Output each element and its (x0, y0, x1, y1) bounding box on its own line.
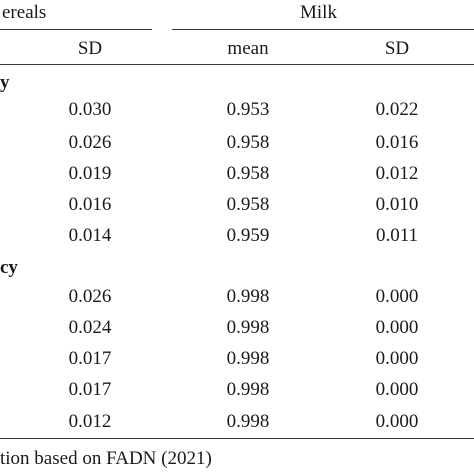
bottom-rule (0, 438, 474, 439)
col-header-mean-milk: mean (227, 38, 269, 59)
cell-sd-cereals: 0.012 (68, 411, 112, 432)
cell-sd-milk: 0.010 (375, 194, 419, 215)
group-header-milk: Milk (300, 2, 337, 23)
cell-mean-milk: 0.998 (226, 348, 270, 369)
cell-sd-cereals: 0.014 (68, 225, 112, 246)
cell-mean-milk: 0.998 (226, 317, 270, 338)
cell-sd-milk: 0.000 (375, 286, 419, 307)
col-header-sd-milk: SD (384, 38, 410, 59)
cell-sd-cereals: 0.019 (68, 163, 112, 184)
cell-mean-milk: 0.959 (226, 225, 270, 246)
source-footnote: tion based on FADN (2021) (0, 448, 212, 469)
cell-mean-milk: 0.998 (226, 379, 270, 400)
cell-sd-cereals: 0.017 (68, 348, 112, 369)
cell-mean-milk: 0.998 (226, 286, 270, 307)
cell-mean-milk: 0.998 (226, 411, 270, 432)
cell-sd-milk: 0.012 (375, 163, 419, 184)
cell-sd-milk: 0.000 (375, 348, 419, 369)
cell-mean-milk: 0.958 (226, 163, 270, 184)
cell-sd-cereals: 0.026 (68, 286, 112, 307)
cell-mean-milk: 0.958 (226, 132, 270, 153)
cell-sd-milk: 0.011 (375, 225, 419, 246)
cell-sd-milk: 0.000 (375, 411, 419, 432)
cell-sd-cereals: 0.024 (68, 317, 112, 338)
cell-sd-milk: 0.000 (375, 317, 419, 338)
section-label: y (0, 72, 10, 93)
cell-mean-milk: 0.953 (226, 99, 270, 120)
cell-sd-milk: 0.000 (375, 379, 419, 400)
group-rule-right (172, 29, 474, 30)
cell-sd-milk: 0.016 (375, 132, 419, 153)
group-header-cereals: ereals (2, 2, 47, 23)
header-rule (0, 64, 474, 65)
cell-sd-cereals: 0.017 (68, 379, 112, 400)
section-label: cy (0, 257, 18, 278)
cell-sd-cereals: 0.030 (68, 99, 112, 120)
cell-sd-cereals: 0.026 (68, 132, 112, 153)
cell-mean-milk: 0.958 (226, 194, 270, 215)
group-rule-left (0, 29, 152, 30)
cell-sd-milk: 0.022 (375, 99, 419, 120)
cell-sd-cereals: 0.016 (68, 194, 112, 215)
col-header-sd-cereals: SD (77, 38, 103, 59)
